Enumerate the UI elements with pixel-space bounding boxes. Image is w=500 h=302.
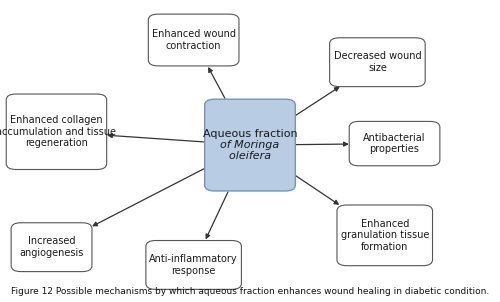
Text: of ​Moringa: of ​Moringa: [220, 140, 280, 150]
FancyBboxPatch shape: [330, 38, 425, 87]
Text: Antibacterial
properties: Antibacterial properties: [364, 133, 426, 154]
FancyBboxPatch shape: [146, 240, 242, 289]
Text: Increased
angiogenesis: Increased angiogenesis: [20, 236, 84, 258]
Text: Decreased wound
size: Decreased wound size: [334, 51, 421, 73]
Text: ​oleifera: ​oleifera: [229, 151, 271, 161]
Text: Anti-inflammatory
response: Anti-inflammatory response: [150, 254, 238, 276]
Text: Enhanced wound
contraction: Enhanced wound contraction: [152, 29, 236, 51]
FancyBboxPatch shape: [6, 94, 106, 169]
FancyBboxPatch shape: [337, 205, 432, 266]
Text: Enhanced collagen
accumulation and tissue
regeneration: Enhanced collagen accumulation and tissu…: [0, 115, 116, 148]
FancyBboxPatch shape: [148, 14, 239, 66]
Text: Enhanced
granulation tissue
formation: Enhanced granulation tissue formation: [340, 219, 429, 252]
FancyBboxPatch shape: [349, 121, 440, 166]
FancyBboxPatch shape: [11, 223, 92, 271]
Text: Figure 12 Possible mechanisms by which aqueous fraction enhances wound healing i: Figure 12 Possible mechanisms by which a…: [11, 287, 489, 296]
FancyBboxPatch shape: [204, 99, 296, 191]
Text: Aqueous fraction: Aqueous fraction: [202, 130, 298, 140]
